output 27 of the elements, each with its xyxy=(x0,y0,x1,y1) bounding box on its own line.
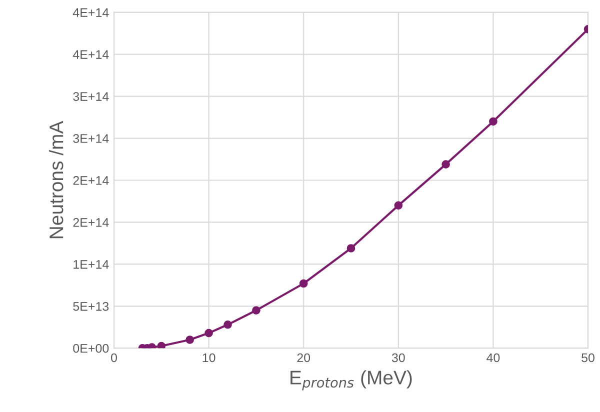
y-tick-label: 0E+00 xyxy=(73,344,109,353)
y-tick-label: 1E+14 xyxy=(74,260,109,269)
point xyxy=(224,320,232,329)
x-tick-label: 40 xyxy=(486,353,500,362)
point xyxy=(346,244,356,252)
x-tick-label: 0 xyxy=(111,353,117,362)
point xyxy=(186,336,194,344)
point xyxy=(489,117,498,126)
y-tick-label: 4E+14 xyxy=(72,50,109,59)
y-tick-label: 3E+14 xyxy=(73,134,109,143)
y-tick-label: 2E+14 xyxy=(73,218,109,227)
y-tick-label: 3E+14 xyxy=(73,92,109,101)
point xyxy=(252,306,260,315)
x-tick-label: 50 xyxy=(582,353,594,362)
y-tick-label: 4E+14 xyxy=(72,8,109,17)
x-axis-title: E$_{protons}$ (MeV) xyxy=(290,370,412,390)
y-axis-title: Neutrons /mA xyxy=(48,120,64,238)
point xyxy=(157,342,166,348)
x-tick-label: 10 xyxy=(202,353,216,362)
point xyxy=(299,279,308,288)
x-tick-label: 30 xyxy=(392,353,405,362)
point xyxy=(394,201,403,210)
y-tick-label: 5E+13 xyxy=(73,302,109,311)
x-tick-label: 20 xyxy=(297,353,310,362)
point xyxy=(204,328,213,338)
y-tick-label: 2E+14 xyxy=(73,176,109,185)
point xyxy=(442,160,450,168)
